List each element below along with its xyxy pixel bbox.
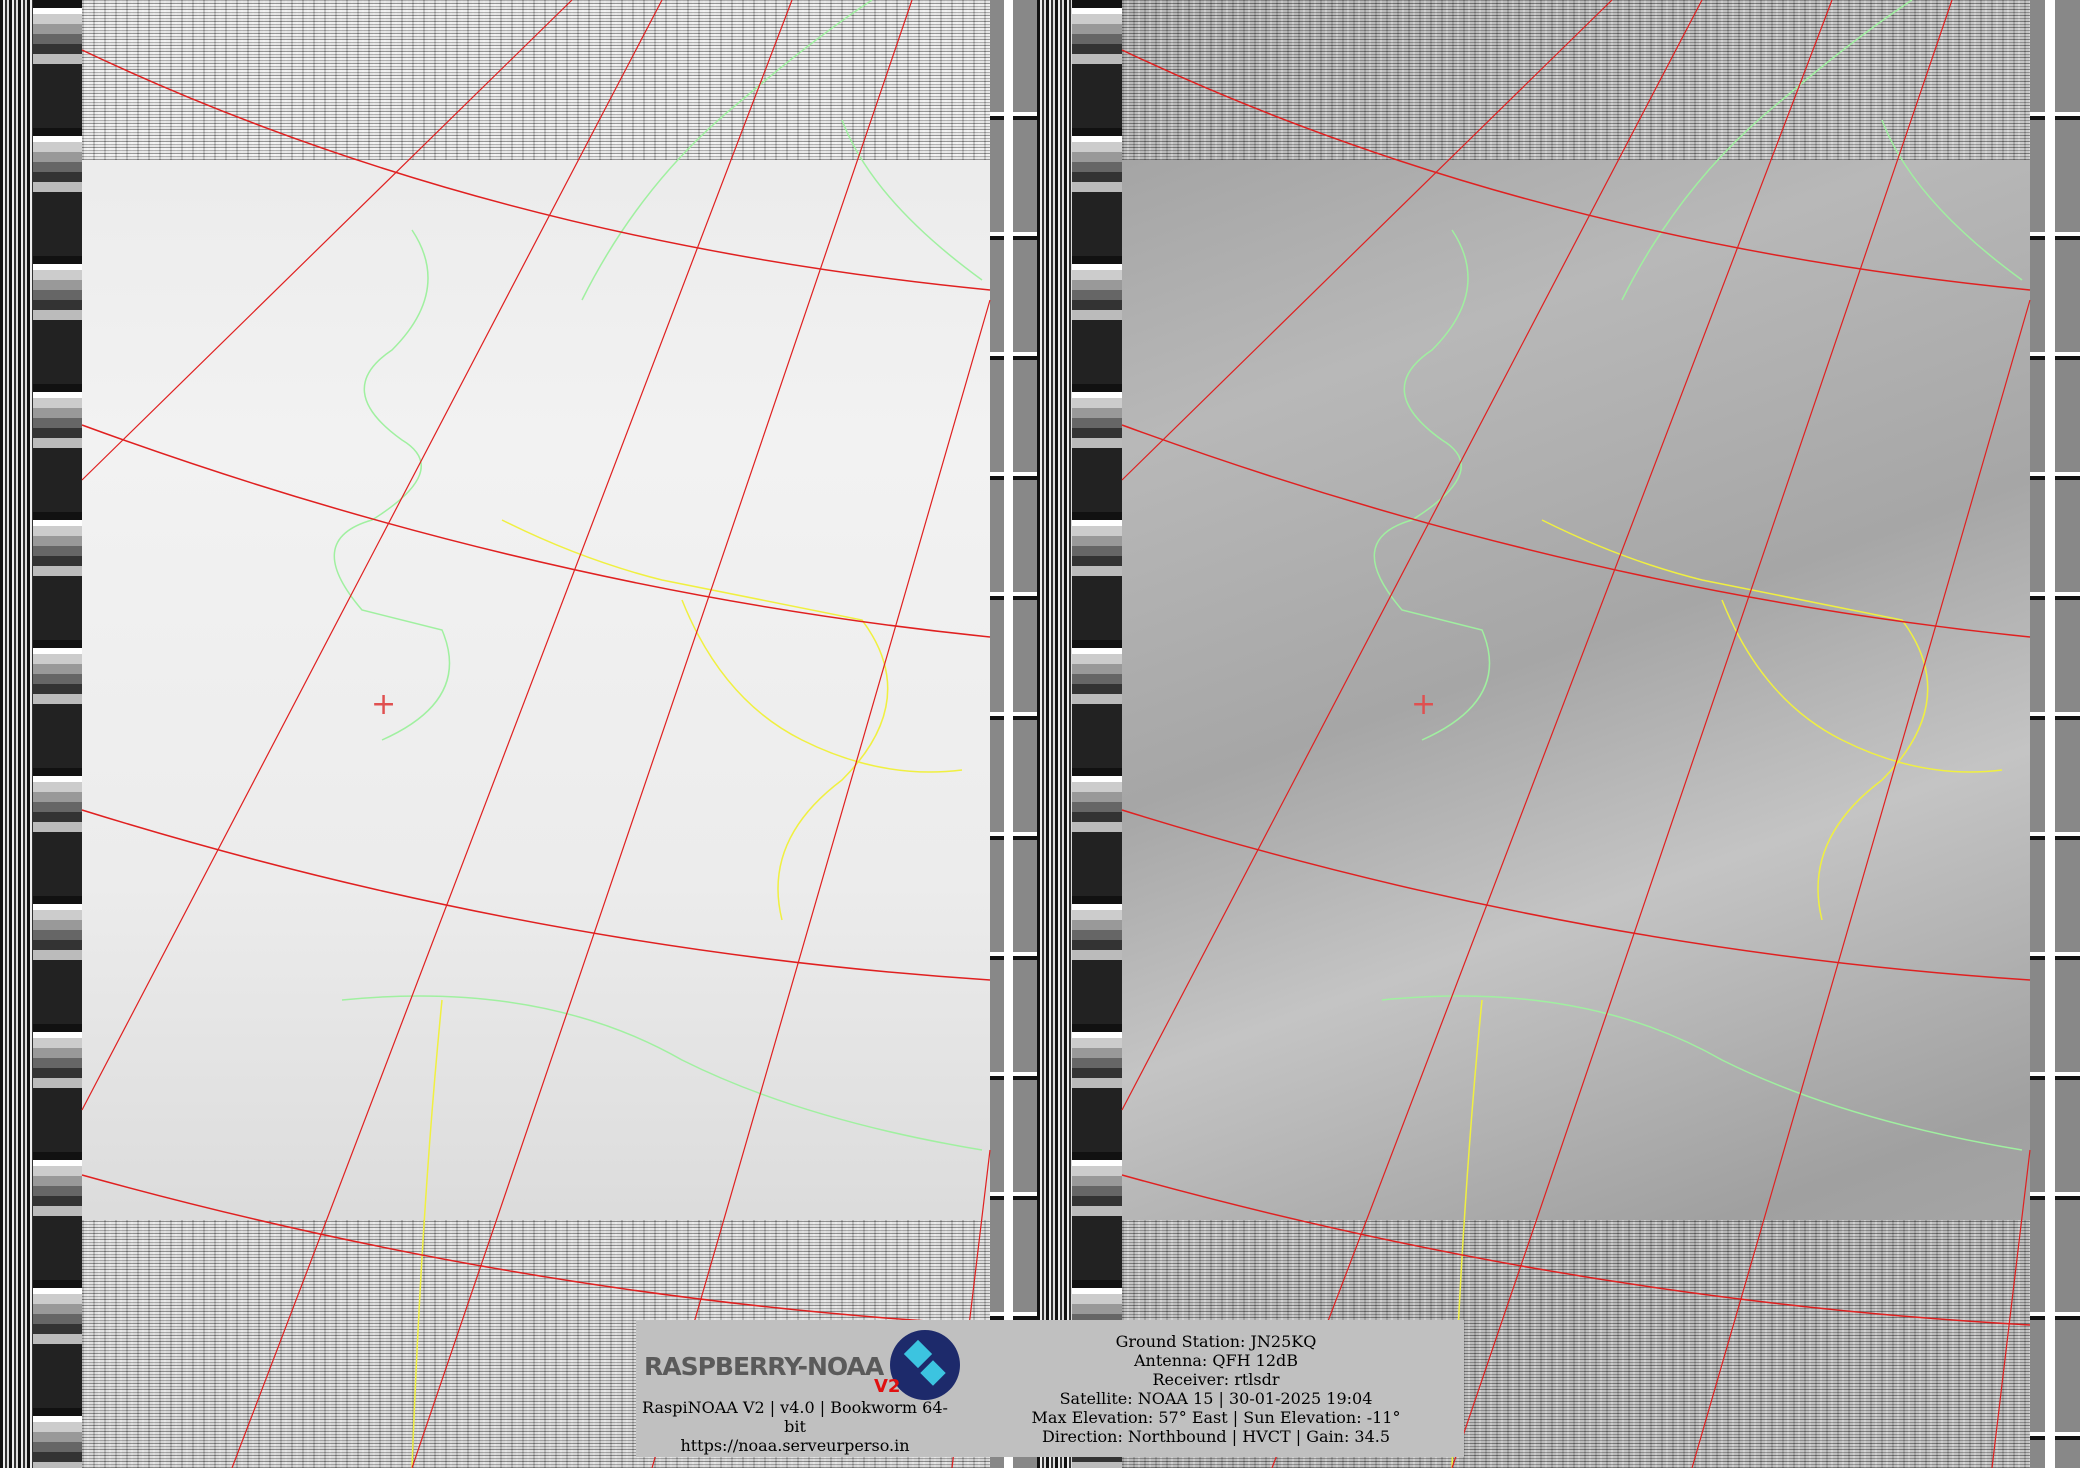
longitude-line bbox=[81, 0, 573, 481]
country-border bbox=[411, 519, 963, 1468]
latitude-line bbox=[1121, 49, 2031, 291]
coastline bbox=[1373, 0, 2023, 1151]
telemetry-strip-b bbox=[2030, 0, 2080, 1468]
latitude-line bbox=[1121, 809, 2031, 981]
crosshair-icon: + bbox=[1411, 687, 1437, 722]
antenna: Antenna: QFH 12dB bbox=[1134, 1351, 1298, 1370]
crosshair-icon: + bbox=[371, 687, 397, 722]
longitude-line bbox=[81, 0, 663, 1111]
longitude-line bbox=[231, 0, 793, 1468]
longitude-line bbox=[1991, 1149, 2031, 1468]
pass-info-box: RASPBERRY-NOAA V2 RaspiNOAA V2 | v4.0 | … bbox=[636, 1320, 1464, 1457]
ground-station: Ground Station: JN25KQ bbox=[1115, 1332, 1317, 1351]
telemetry-strip-a bbox=[990, 0, 1037, 1468]
longitude-line bbox=[1691, 299, 2031, 1468]
longitude-line bbox=[651, 299, 991, 1468]
longitude-line bbox=[1271, 0, 1833, 1468]
station-url: https://noaa.serveurperso.in bbox=[680, 1436, 910, 1455]
satellite: Satellite: NOAA 15 | 30-01-2025 19:04 bbox=[1059, 1389, 1373, 1408]
image-channel-a bbox=[82, 0, 990, 1468]
satellite-icon bbox=[890, 1330, 960, 1400]
graticule-b bbox=[1121, 0, 2031, 1468]
coastline bbox=[333, 0, 983, 1151]
latitude-line bbox=[81, 424, 991, 638]
software-version: RaspiNOAA V2 | v4.0 | Bookworm 64-bit bbox=[642, 1398, 948, 1436]
longitude-line bbox=[1121, 0, 1613, 481]
sync-strip-b bbox=[1037, 0, 1072, 1468]
elevation: Max Elevation: 57° East | Sun Elevation:… bbox=[1031, 1408, 1401, 1427]
latitude-line bbox=[81, 49, 991, 291]
latitude-line bbox=[81, 1174, 991, 1326]
telemetry-wedge-a bbox=[33, 0, 82, 1468]
longitude-line bbox=[1451, 0, 1953, 1468]
latitude-line bbox=[81, 809, 991, 981]
longitude-line bbox=[1121, 0, 1703, 1111]
latitude-line bbox=[1121, 1174, 2031, 1326]
latitude-line bbox=[1121, 424, 2031, 638]
image-channel-b bbox=[1122, 0, 2030, 1468]
graticule-a bbox=[81, 0, 991, 1468]
raspberry-noaa-logo: RASPBERRY-NOAA V2 bbox=[644, 1328, 960, 1400]
sync-strip-a bbox=[0, 0, 33, 1468]
telemetry-wedge-b bbox=[1072, 0, 1122, 1468]
direction: Direction: Northbound | HVCT | Gain: 34.… bbox=[1041, 1427, 1391, 1446]
longitude-line bbox=[411, 0, 913, 1468]
receiver: Receiver: rtlsdr bbox=[1152, 1370, 1280, 1389]
